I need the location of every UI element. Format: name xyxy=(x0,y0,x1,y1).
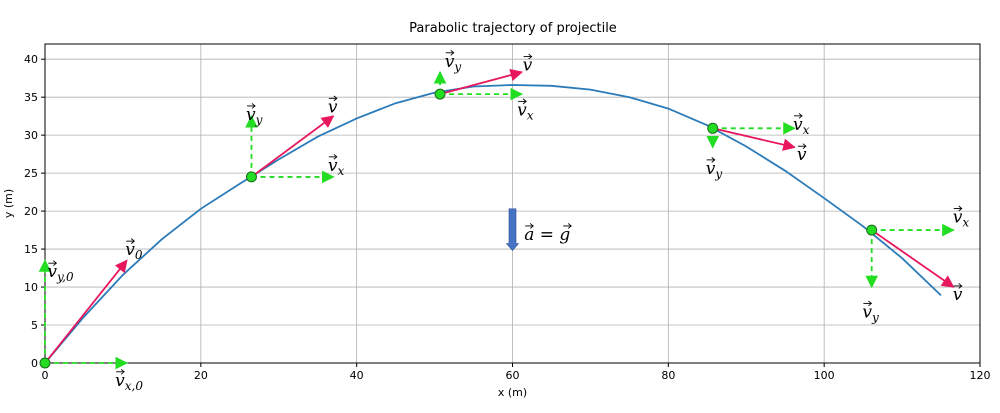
y-tick-label: 35 xyxy=(24,91,38,104)
vector-arrow-mark xyxy=(450,49,455,56)
vector-arrow-mark xyxy=(802,143,807,150)
y-tick-label: 10 xyxy=(24,281,38,294)
vector-label: vy xyxy=(862,302,879,324)
velocity-arrow xyxy=(871,229,955,288)
vector-arrow-mark xyxy=(798,112,803,119)
vector-label-subscript: y,0 xyxy=(56,270,74,284)
vector-arrow-mark xyxy=(120,368,125,375)
y-tick-label: 0 xyxy=(31,357,38,370)
vector-arrow-mark xyxy=(711,157,716,163)
grid xyxy=(44,44,981,364)
y-tick-label: 30 xyxy=(24,129,38,142)
vector-label: v xyxy=(328,97,338,117)
x-tick-label: 80 xyxy=(661,369,675,382)
vector-label-subscript: y xyxy=(453,60,461,74)
vector-arrow-mark xyxy=(251,103,256,109)
x-tick-label: 120 xyxy=(970,369,991,382)
vector-arrow-mark xyxy=(130,238,135,244)
vector-label: vx xyxy=(793,115,810,137)
vector-label: vy xyxy=(706,159,723,181)
vector-arrow-mark xyxy=(53,260,58,267)
vector-label: vx xyxy=(517,100,534,122)
x-axis-label: x (m) xyxy=(498,386,527,399)
y-tick-label: 25 xyxy=(24,167,38,180)
velocity-arrow xyxy=(44,259,128,364)
vector-label: vy xyxy=(246,105,263,127)
y-tick-label: 20 xyxy=(24,205,38,218)
vector-arrow-mark xyxy=(333,95,338,102)
vector-label: v xyxy=(523,56,533,76)
vector-label: vy,0 xyxy=(47,262,74,284)
velocity-arrow xyxy=(712,127,796,151)
vector-label: vx,0 xyxy=(115,371,143,393)
vector-arrow-mark xyxy=(522,98,527,105)
y-tick-label: 5 xyxy=(31,319,38,332)
vector-label-subscript: y xyxy=(714,167,722,181)
velocity-vectors xyxy=(38,68,955,370)
chart-title: Parabolic trajectory of projectile xyxy=(409,21,617,36)
velocity-arrow xyxy=(439,68,524,95)
vector-arrow-mark xyxy=(333,153,338,160)
vector-label: v xyxy=(797,145,807,165)
x-tick-label: 0 xyxy=(42,369,49,382)
acceleration-label: a = g xyxy=(524,225,570,245)
vector-label-subscript: x xyxy=(962,215,969,229)
vector-label-subscript: x,0 xyxy=(125,379,144,393)
vector-label: v0 xyxy=(125,240,143,262)
trajectory-line xyxy=(44,84,942,364)
vector-arrow-mark xyxy=(868,300,873,307)
vector-label-subscript: x xyxy=(337,164,344,178)
vector-label-subscript: y xyxy=(255,113,263,127)
vector-arrow-mark xyxy=(528,53,533,60)
y-axis-label: y (m) xyxy=(2,189,15,218)
vector-label-subscript: x xyxy=(527,108,534,122)
vector-arrow-mark xyxy=(958,205,963,212)
trajectory-point xyxy=(866,224,878,236)
vector-label-subscript: 0 xyxy=(135,248,143,262)
vector-arrow-mark xyxy=(529,223,534,229)
vector-label-subscript: x xyxy=(803,123,810,137)
y-tick-label: 15 xyxy=(24,243,38,256)
acceleration-arrow xyxy=(505,208,520,252)
y-tick-label: 40 xyxy=(24,53,38,66)
trajectory-point xyxy=(245,171,257,183)
sample-points xyxy=(39,88,878,369)
x-tick-label: 20 xyxy=(194,369,208,382)
vector-arrow-mark xyxy=(567,223,572,229)
vector-label-subscript: y xyxy=(871,310,879,324)
trajectory-point xyxy=(434,88,446,100)
vector-label: v xyxy=(953,285,963,305)
gravity-arrow xyxy=(505,208,520,252)
axis-ticks: 0 20 40 60 80 100 120 0 5 10 15 20 25 30 35 40 xyxy=(24,53,991,382)
velocity-arrow xyxy=(250,115,335,178)
vector-label: vx xyxy=(328,156,345,178)
x-tick-label: 100 xyxy=(814,369,835,382)
x-tick-label: 60 xyxy=(506,369,520,382)
trajectory-point xyxy=(39,357,51,369)
vector-label: vy xyxy=(445,52,462,74)
trajectory-point xyxy=(707,122,719,134)
vector-arrow-mark xyxy=(958,283,963,289)
x-tick-label: 40 xyxy=(350,369,364,382)
